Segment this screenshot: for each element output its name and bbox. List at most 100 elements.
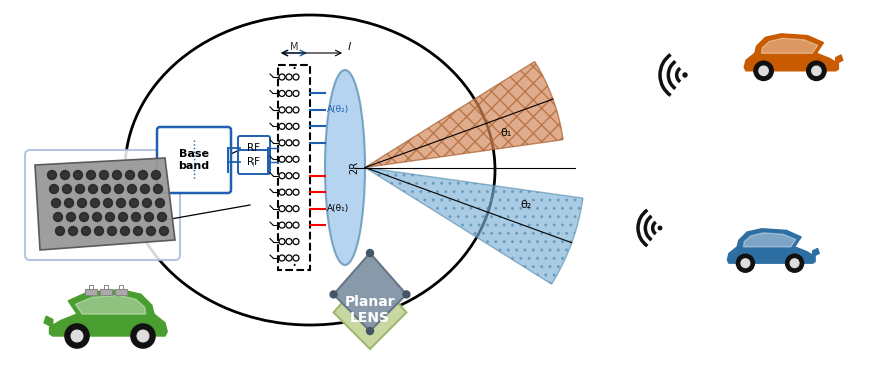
Text: ···: ···: [248, 154, 260, 166]
Circle shape: [736, 254, 754, 272]
Circle shape: [144, 212, 153, 222]
Circle shape: [53, 212, 63, 222]
Circle shape: [158, 212, 166, 222]
Text: A(θ₂): A(θ₂): [327, 105, 350, 114]
Circle shape: [51, 198, 60, 207]
Circle shape: [658, 226, 662, 230]
Circle shape: [99, 171, 109, 179]
Text: RF: RF: [248, 143, 260, 153]
Circle shape: [142, 198, 151, 207]
Circle shape: [105, 212, 114, 222]
Polygon shape: [743, 233, 796, 247]
Circle shape: [120, 226, 129, 236]
Circle shape: [56, 226, 65, 236]
Ellipse shape: [325, 70, 365, 265]
Text: ·: ·: [291, 60, 296, 78]
Circle shape: [786, 254, 804, 272]
Circle shape: [81, 226, 90, 236]
Polygon shape: [75, 295, 146, 314]
Polygon shape: [44, 316, 53, 327]
Circle shape: [90, 198, 99, 207]
Text: Planar
LENS: Planar LENS: [344, 295, 396, 325]
Circle shape: [75, 185, 84, 193]
Circle shape: [95, 226, 104, 236]
Circle shape: [102, 185, 111, 193]
Circle shape: [807, 61, 826, 81]
Circle shape: [78, 198, 87, 207]
Circle shape: [112, 171, 121, 179]
Polygon shape: [835, 55, 843, 64]
Circle shape: [330, 291, 337, 298]
Circle shape: [127, 185, 136, 193]
Polygon shape: [737, 229, 801, 247]
Circle shape: [812, 66, 821, 76]
Text: RF: RF: [248, 157, 260, 167]
Circle shape: [104, 198, 112, 207]
Circle shape: [88, 185, 97, 193]
Circle shape: [60, 171, 70, 179]
Text: θ₁: θ₁: [500, 128, 512, 138]
Circle shape: [80, 212, 88, 222]
Polygon shape: [68, 290, 154, 314]
Circle shape: [366, 250, 373, 257]
Polygon shape: [365, 62, 563, 168]
Polygon shape: [727, 244, 815, 263]
Circle shape: [93, 212, 102, 222]
Polygon shape: [334, 253, 406, 331]
Circle shape: [117, 198, 126, 207]
Circle shape: [63, 185, 72, 193]
Text: l: l: [348, 42, 351, 52]
Polygon shape: [744, 50, 838, 71]
Circle shape: [153, 185, 163, 193]
Circle shape: [683, 73, 687, 77]
Text: M: M: [289, 42, 298, 52]
FancyBboxPatch shape: [25, 150, 180, 260]
FancyBboxPatch shape: [157, 127, 231, 193]
Circle shape: [137, 330, 149, 342]
Polygon shape: [761, 38, 818, 53]
Circle shape: [68, 226, 78, 236]
Polygon shape: [334, 271, 406, 349]
Polygon shape: [50, 310, 167, 336]
Circle shape: [151, 171, 160, 179]
Polygon shape: [365, 168, 583, 284]
Text: Base
band: Base band: [179, 149, 210, 171]
Circle shape: [759, 66, 768, 76]
Polygon shape: [755, 34, 823, 53]
Circle shape: [403, 291, 410, 298]
Circle shape: [87, 171, 96, 179]
Circle shape: [126, 171, 135, 179]
Circle shape: [129, 198, 138, 207]
Ellipse shape: [125, 15, 495, 325]
Circle shape: [147, 226, 156, 236]
Circle shape: [159, 226, 168, 236]
Circle shape: [114, 185, 124, 193]
Circle shape: [132, 212, 141, 222]
FancyBboxPatch shape: [238, 136, 270, 160]
Circle shape: [138, 171, 148, 179]
Circle shape: [65, 324, 89, 348]
Text: A(θ₁): A(θ₁): [327, 204, 350, 213]
Circle shape: [131, 324, 155, 348]
FancyBboxPatch shape: [238, 150, 270, 174]
Circle shape: [50, 185, 58, 193]
Circle shape: [366, 328, 373, 334]
Polygon shape: [100, 289, 112, 295]
Circle shape: [754, 61, 773, 81]
Polygon shape: [85, 289, 97, 295]
Circle shape: [107, 226, 117, 236]
Circle shape: [119, 212, 127, 222]
Polygon shape: [812, 249, 820, 256]
Circle shape: [48, 171, 57, 179]
Text: ·: ·: [291, 257, 296, 275]
Circle shape: [134, 226, 142, 236]
Polygon shape: [35, 158, 175, 250]
Circle shape: [71, 330, 83, 342]
Text: 2R: 2R: [349, 161, 359, 174]
Circle shape: [741, 259, 750, 268]
Circle shape: [66, 212, 75, 222]
Circle shape: [156, 198, 165, 207]
Circle shape: [65, 198, 73, 207]
Circle shape: [141, 185, 150, 193]
Polygon shape: [115, 289, 127, 295]
